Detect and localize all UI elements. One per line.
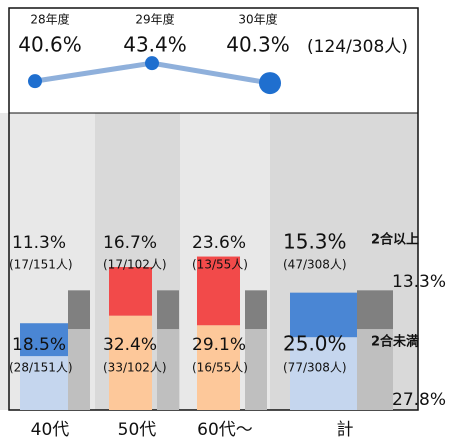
- count-label: (33/102人): [103, 361, 167, 375]
- value-label: 40.3%: [226, 33, 290, 57]
- reference-label: 13.3%: [392, 272, 446, 292]
- value-label: 40.6%: [18, 33, 82, 57]
- point: [259, 72, 281, 95]
- reference-bar: [68, 329, 90, 410]
- bar-segment: [20, 323, 68, 357]
- bar-segment: [197, 256, 240, 326]
- value-label: 23.6%: [192, 233, 246, 253]
- count-label: (17/151人): [9, 258, 73, 272]
- bar-segment: [290, 292, 357, 338]
- reference-bar: [357, 329, 393, 410]
- value-label: 32.4%: [103, 335, 157, 355]
- count-label: (77/308人): [283, 361, 347, 375]
- value-label: 43.4%: [123, 33, 187, 57]
- count-label: (47/308人): [283, 258, 347, 272]
- count-label: (28/151人): [9, 361, 73, 375]
- annotation: (124/308人): [307, 37, 408, 57]
- reference-label: 27.8%: [392, 390, 446, 410]
- series-name: 2合以上: [371, 232, 419, 248]
- reference-bar: [357, 290, 393, 330]
- series-name: 2合未満: [371, 334, 419, 350]
- value-label: 15.3%: [283, 230, 347, 254]
- reference-bar: [245, 329, 267, 410]
- count-label: (13/55人): [192, 258, 248, 272]
- bar-segment: [109, 267, 152, 316]
- year-label: 29年度: [135, 12, 174, 27]
- category-label: 計: [337, 420, 354, 440]
- value-label: 18.5%: [12, 335, 66, 355]
- reference-bar: [157, 290, 179, 330]
- reference-bar: [157, 329, 179, 410]
- year-label: 28年度: [30, 12, 69, 27]
- bar-segment: [290, 337, 357, 410]
- bar-segment: [109, 315, 152, 410]
- reference-bar: [68, 290, 90, 330]
- value-label: 29.1%: [192, 335, 246, 355]
- value-label: 25.0%: [283, 332, 347, 356]
- count-label: (16/55人): [192, 361, 248, 375]
- category-label: 50代: [118, 420, 157, 440]
- bar-segment: [20, 356, 68, 410]
- count-label: (17/102人): [103, 258, 167, 272]
- bar-segment: [197, 325, 240, 410]
- point: [28, 74, 42, 89]
- value-label: 11.3%: [12, 233, 66, 253]
- reference-bar: [245, 290, 267, 330]
- category-label: 60代～: [197, 420, 253, 440]
- year-label: 30年度: [238, 12, 277, 27]
- point: [145, 56, 159, 71]
- category-label: 40代: [31, 420, 70, 440]
- value-label: 16.7%: [103, 233, 157, 253]
